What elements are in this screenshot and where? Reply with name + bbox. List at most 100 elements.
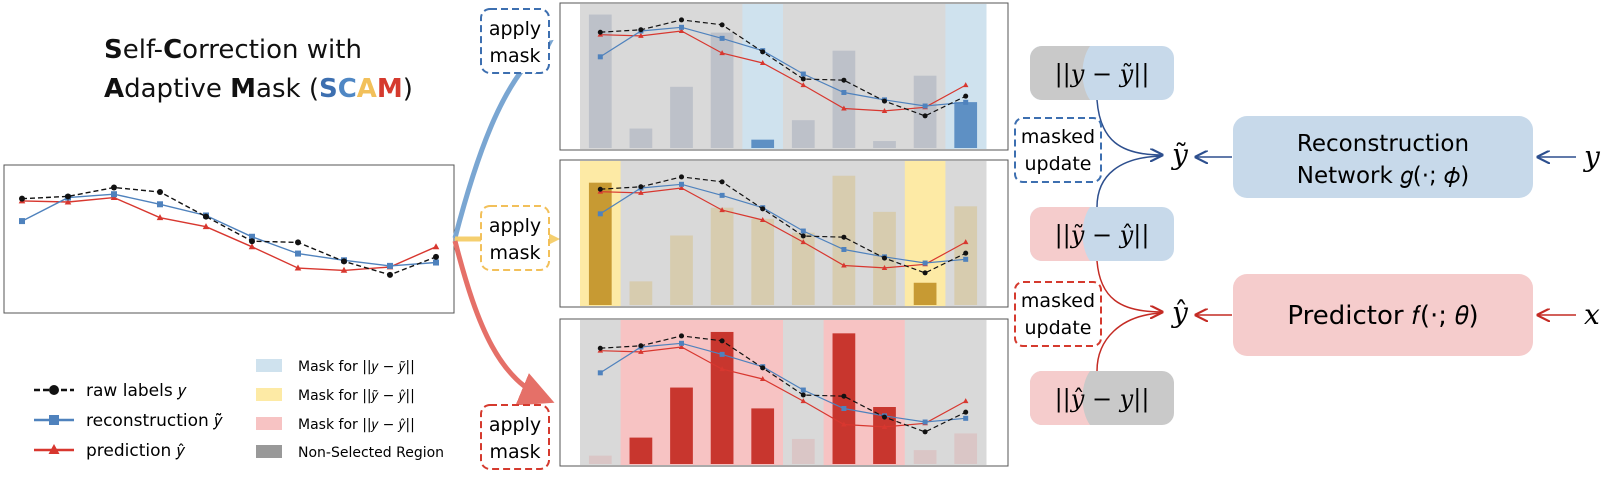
pred-point — [202, 223, 210, 230]
recon-point — [963, 99, 969, 105]
recon-point — [111, 191, 117, 198]
error-bar — [710, 32, 734, 148]
raw-point — [597, 345, 603, 351]
norm-yhat-y-label: ||𝑦̂ − 𝑦|| — [1055, 385, 1150, 414]
raw-point — [963, 409, 969, 415]
apply-mask-box-2: apply mask — [480, 205, 550, 271]
recon-point — [249, 233, 255, 240]
apply-mask-3-line1: apply — [489, 414, 541, 436]
raw-point — [800, 392, 806, 398]
legend-masks: Mask for ||𝑦 − 𝑦̃|| Mask for ||𝑦̃ − 𝑦̂|| M… — [256, 359, 444, 461]
main-chart — [3, 164, 455, 314]
pred-point — [719, 50, 725, 56]
recon-point — [841, 405, 847, 411]
raw-point — [841, 234, 847, 240]
pred-point — [881, 264, 888, 270]
raw-point — [882, 98, 887, 104]
masked-update-2-line2: update — [1025, 317, 1092, 339]
error-bar — [751, 218, 775, 305]
pred-point — [962, 239, 969, 245]
recon-network-line1: Reconstruction — [1297, 131, 1469, 157]
error-bar — [588, 182, 612, 305]
norm-y-ytilde-pill: ||𝑦 − 𝑦̃|| — [1030, 46, 1174, 100]
pred-point — [719, 366, 725, 372]
raw-point — [49, 385, 59, 395]
non-selected-region — [864, 4, 906, 149]
error-bar — [588, 14, 612, 149]
recon-line — [599, 183, 966, 264]
pred-point — [759, 375, 766, 381]
pred-point — [719, 207, 725, 213]
apply-mask-box-3: apply mask — [480, 404, 550, 470]
masked-panel-3 — [559, 318, 1009, 467]
raw-point — [760, 206, 766, 212]
y-input-symbol: 𝑦 — [1582, 140, 1601, 173]
error-bar — [751, 408, 775, 464]
legend-mask-swatch — [256, 388, 282, 401]
pred-point — [156, 214, 164, 221]
title-part: elf- — [123, 35, 163, 65]
masked-panel-1 — [559, 2, 1009, 151]
pred-point — [638, 32, 644, 38]
title-part: C — [338, 74, 357, 104]
raw-point — [203, 213, 209, 220]
raw-point — [597, 186, 603, 192]
pred-point — [340, 266, 348, 273]
pred-point — [638, 348, 644, 354]
pred-point — [64, 198, 72, 205]
raw-line — [600, 19, 966, 117]
pred-point — [48, 444, 60, 454]
raw-line — [600, 335, 966, 433]
error-bar — [913, 450, 937, 464]
pred-point — [800, 398, 807, 404]
raw-point — [719, 338, 725, 344]
recon-point — [800, 228, 806, 234]
error-bar — [629, 437, 653, 464]
norm-y-ytilde-label: ||𝑦 − 𝑦̃|| — [1055, 60, 1150, 89]
masked-update-1-line2: update — [1025, 153, 1092, 175]
diagram-title-line2: Adaptive Mask (SCAM) — [104, 74, 413, 104]
recon-point — [841, 246, 847, 252]
raw-point — [597, 29, 603, 35]
legend-mask-label: Mask for ||𝑦 − 𝑦̂|| — [298, 417, 415, 433]
raw-point — [679, 174, 684, 180]
recon-point — [800, 71, 806, 77]
apply-mask-2-line1: apply — [489, 215, 541, 237]
recon-point — [922, 103, 928, 109]
raw-point — [841, 393, 847, 399]
recon-point — [922, 419, 928, 425]
apply-mask-3-line2: mask — [489, 441, 540, 463]
pred-point — [248, 243, 256, 250]
arrow-to-panel-3 — [452, 240, 555, 406]
title-part: M — [377, 74, 403, 104]
predictor-box: Predictor 𝑓(·; 𝜃) — [1233, 274, 1533, 356]
title-part: ) — [403, 74, 413, 104]
raw-point — [295, 239, 301, 246]
recon-point — [19, 218, 25, 225]
legend-mask-label: Mask for ||𝑦 − 𝑦̃|| — [298, 359, 415, 375]
recon-point — [433, 259, 439, 266]
recon-point — [597, 211, 603, 217]
pred-point — [800, 239, 807, 245]
diagram-title-line1: Self-Correction with — [104, 35, 362, 65]
recon-point — [679, 24, 684, 30]
error-bar — [670, 235, 693, 305]
recon-point — [597, 54, 603, 60]
curve-mid-to-ytilde — [1096, 155, 1163, 208]
non-selected-region — [580, 320, 622, 465]
recon-line — [599, 342, 966, 423]
pred-point — [678, 27, 685, 33]
pred-point — [759, 216, 766, 222]
pred-point — [759, 59, 766, 65]
curve-top-to-ytilde — [1096, 99, 1162, 155]
recon-point — [719, 35, 725, 41]
raw-point — [922, 429, 928, 435]
error-bar — [954, 102, 978, 148]
error-bar — [832, 175, 856, 305]
error-bar — [670, 387, 693, 464]
pred-point — [294, 264, 302, 271]
error-bar — [710, 207, 734, 305]
title-part: A — [104, 74, 124, 104]
raw-point — [800, 76, 806, 82]
raw-point — [841, 77, 847, 83]
